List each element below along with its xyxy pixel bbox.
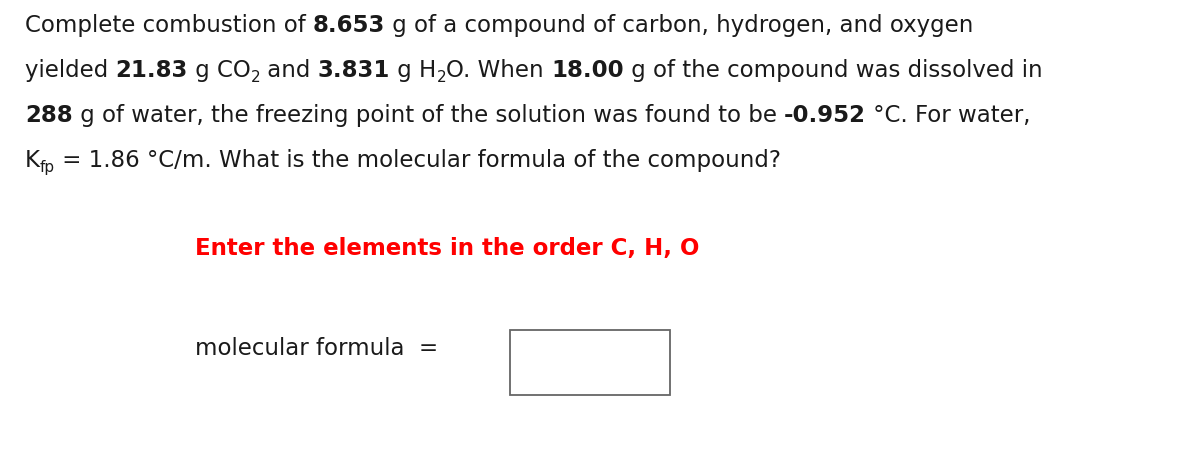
Text: -0.952: -0.952 [784, 104, 866, 127]
Text: 288: 288 [25, 104, 73, 127]
Text: and: and [260, 59, 318, 82]
Text: 3.831: 3.831 [318, 59, 390, 82]
Text: g of a compound of carbon, hydrogen, and oxygen: g of a compound of carbon, hydrogen, and… [385, 14, 973, 37]
Text: K: K [25, 149, 40, 172]
Text: 18.00: 18.00 [551, 59, 624, 82]
Text: 2: 2 [251, 70, 260, 85]
Text: Enter the elements in the order C, H, O: Enter the elements in the order C, H, O [194, 237, 700, 260]
Text: g H: g H [390, 59, 437, 82]
Text: 21.83: 21.83 [115, 59, 188, 82]
Text: fp: fp [40, 160, 55, 175]
Text: 8.653: 8.653 [313, 14, 385, 37]
Text: = 1.86 °C/m. What is the molecular formula of the compound?: = 1.86 °C/m. What is the molecular formu… [55, 149, 781, 172]
FancyBboxPatch shape [510, 330, 670, 395]
Text: molecular formula  =: molecular formula = [194, 337, 438, 360]
Text: g CO: g CO [188, 59, 251, 82]
Text: yielded: yielded [25, 59, 115, 82]
Text: g of the compound was dissolved in: g of the compound was dissolved in [624, 59, 1043, 82]
Text: O. When: O. When [446, 59, 551, 82]
Text: 2: 2 [437, 70, 446, 85]
Text: Complete combustion of: Complete combustion of [25, 14, 313, 37]
Text: °C. For water,: °C. For water, [866, 104, 1031, 127]
Text: g of water, the freezing point of the solution was found to be: g of water, the freezing point of the so… [73, 104, 784, 127]
